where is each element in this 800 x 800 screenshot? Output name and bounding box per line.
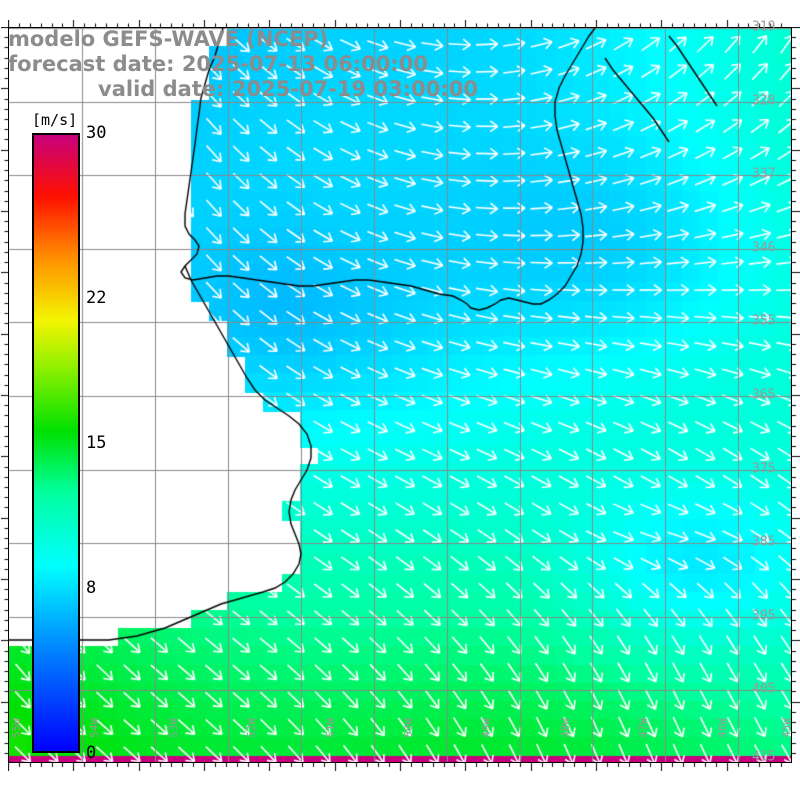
colorbar-units-label: [m/s] [32,111,78,129]
colorbar-gradient [32,133,80,753]
axis-ruler-right [792,27,800,763]
axis-ruler-left [1,27,8,763]
graticule-and-coastline [9,28,791,762]
colorbar-tick-8: 8 [86,577,97,598]
colorbar-tick-15: 15 [86,433,107,453]
axis-ruler-top [8,20,792,27]
colorbar-tick-0: 0 [86,743,97,763]
colorbar-tick-22: 22 [86,288,107,309]
axis-ruler-bottom [8,763,792,771]
map-plot-area[interactable] [8,27,792,763]
colorbar-tick-30: 30 [86,123,107,143]
